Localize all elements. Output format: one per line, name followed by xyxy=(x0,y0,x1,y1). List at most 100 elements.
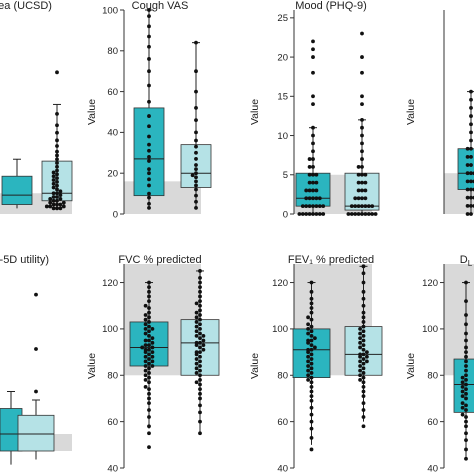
data-point xyxy=(55,144,59,148)
data-point xyxy=(198,294,202,299)
y-tick-label: 80 xyxy=(427,371,438,382)
data-point xyxy=(198,359,202,364)
data-point xyxy=(363,212,368,216)
data-point xyxy=(55,111,59,116)
data-point xyxy=(55,183,59,188)
data-point xyxy=(361,380,366,385)
y-tick-label: 60 xyxy=(107,417,118,428)
data-point xyxy=(309,310,314,315)
data-point xyxy=(147,280,151,285)
data-point xyxy=(194,320,199,324)
data-point xyxy=(358,352,362,357)
data-point xyxy=(356,196,361,201)
data-point xyxy=(464,322,468,327)
data-point xyxy=(309,338,314,343)
data-point xyxy=(198,410,202,415)
y-tick-label: 0 xyxy=(113,209,118,220)
data-point xyxy=(465,146,470,151)
data-point xyxy=(143,338,148,343)
data-point xyxy=(309,357,314,361)
data-point xyxy=(147,205,151,210)
data-point xyxy=(55,198,59,203)
data-point xyxy=(311,141,315,146)
data-point xyxy=(309,366,314,371)
data-point xyxy=(55,187,59,192)
data-point xyxy=(358,336,362,341)
data-point xyxy=(356,180,361,185)
data-point xyxy=(469,171,473,176)
data-point xyxy=(147,315,151,320)
data-point xyxy=(198,285,202,290)
data-point xyxy=(360,55,364,59)
y-tick-label: 25 xyxy=(277,13,288,24)
data-point xyxy=(469,179,473,184)
data-point xyxy=(360,125,364,130)
data-point xyxy=(464,280,468,285)
data-point xyxy=(198,340,202,345)
data-point xyxy=(198,403,202,408)
data-point xyxy=(147,424,151,429)
data-point xyxy=(198,280,202,285)
data-point xyxy=(44,204,49,209)
data-point xyxy=(147,171,151,176)
data-point xyxy=(147,306,151,310)
data-point xyxy=(464,350,468,354)
data-point xyxy=(147,177,151,182)
data-point xyxy=(358,378,362,382)
data-point xyxy=(143,343,148,348)
data-point xyxy=(51,202,56,207)
data-point xyxy=(198,364,202,368)
data-point xyxy=(51,206,56,211)
data-point xyxy=(198,276,202,280)
box-group-1 xyxy=(0,391,23,465)
data-point xyxy=(361,384,366,389)
data-point xyxy=(363,180,368,185)
data-point xyxy=(469,203,473,208)
data-point xyxy=(194,333,199,338)
data-point xyxy=(465,179,470,184)
data-point xyxy=(147,124,151,129)
data-point xyxy=(314,188,319,193)
box-group-1 xyxy=(292,280,331,452)
data-point xyxy=(361,338,366,343)
panel-title: oea (UCSD) xyxy=(0,0,52,12)
data-point xyxy=(469,138,473,143)
data-point xyxy=(147,361,151,366)
data-point xyxy=(361,424,366,429)
data-point xyxy=(460,384,465,389)
data-point xyxy=(297,212,302,216)
box-group-2 xyxy=(41,70,73,211)
data-point xyxy=(58,193,63,198)
data-point xyxy=(360,157,364,161)
data-point xyxy=(194,187,198,192)
data-point xyxy=(309,361,314,366)
data-point xyxy=(469,130,473,135)
data-point xyxy=(469,97,473,102)
data-point xyxy=(55,172,59,177)
data-point xyxy=(465,212,470,216)
data-point xyxy=(147,183,151,188)
panel-title: Mood (PHQ-9) xyxy=(295,0,367,12)
data-point xyxy=(55,157,59,162)
data-point xyxy=(314,180,319,185)
box-group-2 xyxy=(17,292,55,460)
y-axis-label: Value xyxy=(86,99,98,125)
data-point xyxy=(55,168,59,173)
panel-title: FEV₁ % predicted xyxy=(288,254,374,266)
data-point xyxy=(309,371,314,375)
data-point xyxy=(361,394,366,399)
data-point xyxy=(464,378,468,382)
data-point xyxy=(469,122,473,127)
data-point xyxy=(311,196,315,201)
data-point xyxy=(198,336,202,341)
data-point xyxy=(147,333,151,338)
data-point xyxy=(311,102,315,107)
data-point xyxy=(307,172,312,177)
y-tick-label: 60 xyxy=(107,87,118,98)
data-point xyxy=(370,204,375,209)
data-point xyxy=(143,378,148,382)
data-point xyxy=(465,171,470,176)
data-point xyxy=(317,212,322,216)
data-point xyxy=(311,94,315,99)
data-point xyxy=(360,102,364,107)
